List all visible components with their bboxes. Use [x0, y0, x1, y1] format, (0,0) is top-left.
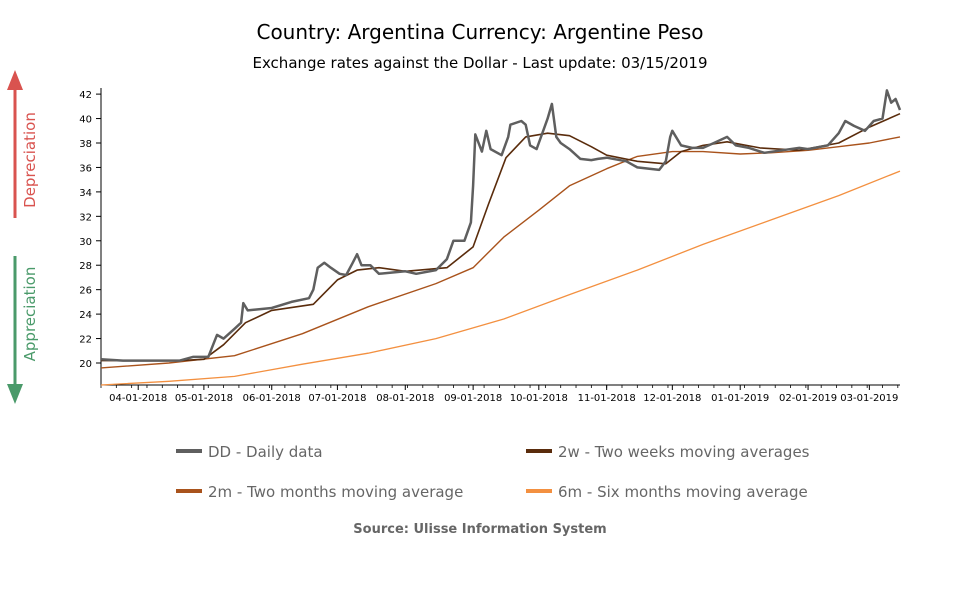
x-tick-label: 05-01-2018: [175, 393, 233, 404]
legend-label-w2: 2w - Two weeks moving averages: [558, 443, 810, 461]
legend-label-m2: 2m - Two months moving average: [208, 483, 464, 501]
plot-lines: [100, 89, 902, 386]
depreciation-label: Depreciation: [21, 112, 39, 208]
chart-title: Country: Argentina Currency: Argentine P…: [256, 20, 704, 44]
series-line-m2: [100, 136, 901, 369]
legend-label-m6: 6m - Six months moving average: [558, 483, 808, 501]
x-tick-label: 09-01-2018: [444, 393, 502, 404]
legend-swatch-m2: [176, 488, 202, 493]
y-tick-label: 30: [79, 237, 92, 248]
x-tick-label: 06-01-2018: [243, 393, 301, 404]
y-tick-label: 36: [79, 163, 92, 174]
x-tick-label: 08-01-2018: [376, 393, 434, 404]
x-tick-label: 10-01-2018: [510, 393, 568, 404]
appreciation-arrow-head: [7, 384, 23, 404]
y-tick-label: 28: [79, 261, 92, 272]
side-arrows: Depreciation Appreciation: [7, 70, 39, 404]
legend-item-dd: DD - Daily data: [176, 442, 323, 462]
legend-label-dd: DD - Daily data: [208, 443, 323, 461]
legend-swatch-m6: [526, 488, 552, 493]
y-tick-label: 26: [79, 286, 92, 297]
x-tick-label: 02-01-2019: [779, 393, 837, 404]
x-tick-label: 04-01-2018: [109, 393, 167, 404]
x-tick-label: 12-01-2018: [643, 393, 701, 404]
legend-item-m6: 6m - Six months moving average: [526, 482, 808, 502]
legend-item-w2: 2w - Two weeks moving averages: [526, 442, 810, 462]
y-tick-label: 22: [79, 335, 92, 346]
appreciation-label: Appreciation: [21, 267, 39, 362]
x-tick-label: 11-01-2018: [578, 393, 636, 404]
y-tick-label: 20: [79, 359, 92, 370]
x-tick-label: 07-01-2018: [308, 393, 366, 404]
chart-subtitle: Exchange rates against the Dollar - Last…: [252, 54, 708, 72]
y-tick-label: 32: [79, 212, 92, 223]
y-tick-label: 40: [79, 115, 92, 126]
y-tick-label: 38: [79, 139, 92, 150]
legend-swatch-w2: [526, 448, 552, 453]
y-tick-label: 42: [79, 90, 92, 101]
series-line-dd: [100, 89, 902, 362]
legend-item-m2: 2m - Two months moving average: [176, 482, 463, 502]
depreciation-arrow-head: [7, 70, 23, 90]
x-tick-label: 03-01-2019: [840, 393, 898, 404]
y-tick-label: 24: [79, 310, 92, 321]
axes: 20 22 24 26 28 30 32 34 36 38 40 42 04-01-2018 05-01-…: [79, 88, 900, 404]
series-line-m6: [100, 170, 901, 386]
y-tick-label: 34: [79, 188, 92, 199]
source-note: Source: Ulisse Information System: [353, 522, 607, 537]
legend-swatch-dd: [176, 448, 202, 453]
x-tick-label: 01-01-2019: [711, 393, 769, 404]
